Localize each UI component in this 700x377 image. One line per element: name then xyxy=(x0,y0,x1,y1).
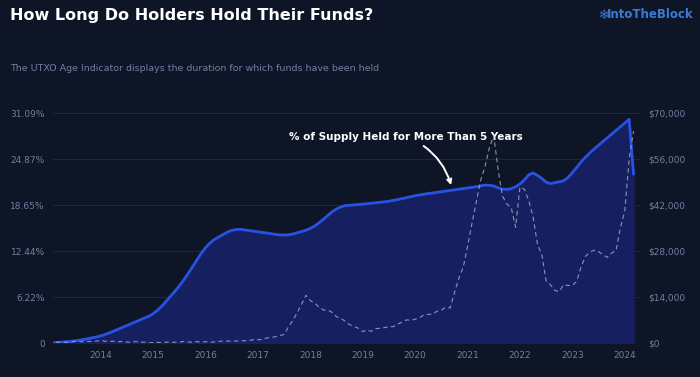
Text: % of Supply Held for More Than 5 Years: % of Supply Held for More Than 5 Years xyxy=(289,132,523,183)
Text: IntoTheBlock: IntoTheBlock xyxy=(606,8,693,20)
Text: How Long Do Holders Hold Their Funds?: How Long Do Holders Hold Their Funds? xyxy=(10,8,374,23)
Text: ❄: ❄ xyxy=(598,9,609,22)
Text: The UTXO Age Indicator displays the duration for which funds have been held: The UTXO Age Indicator displays the dura… xyxy=(10,64,379,73)
